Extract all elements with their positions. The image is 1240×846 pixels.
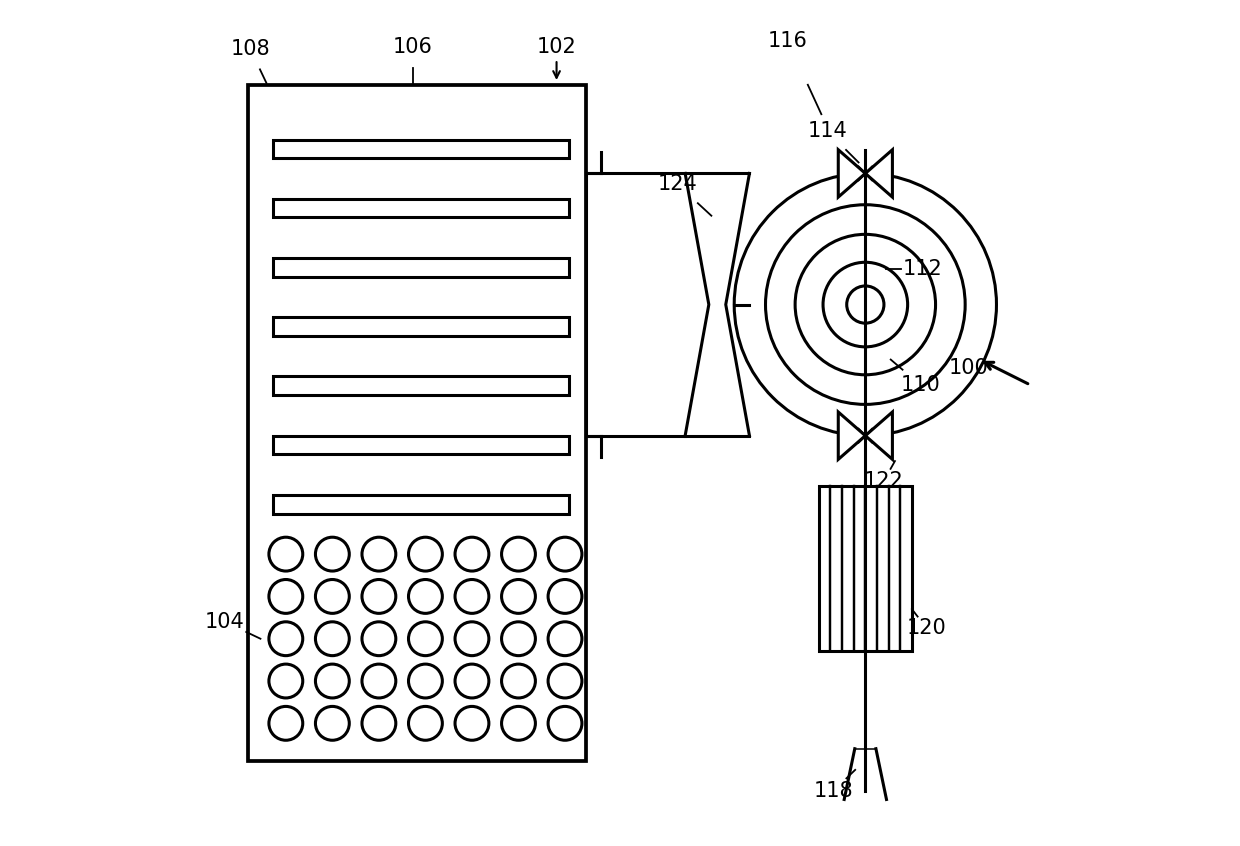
Text: 118: 118 xyxy=(813,781,853,801)
Polygon shape xyxy=(866,150,893,197)
Text: 120: 120 xyxy=(906,618,946,638)
Text: 122: 122 xyxy=(864,470,904,491)
Polygon shape xyxy=(838,412,866,459)
Bar xyxy=(273,140,569,158)
Polygon shape xyxy=(866,412,893,459)
Text: 104: 104 xyxy=(205,612,244,632)
Polygon shape xyxy=(838,150,866,197)
Bar xyxy=(273,436,569,454)
Text: 110: 110 xyxy=(900,375,940,395)
Bar xyxy=(273,317,569,336)
Text: 116: 116 xyxy=(768,30,807,51)
Bar xyxy=(273,376,569,395)
Bar xyxy=(273,199,569,217)
Text: 112: 112 xyxy=(903,259,942,279)
Text: 114: 114 xyxy=(807,121,847,141)
Text: 124: 124 xyxy=(657,174,697,195)
Bar xyxy=(273,495,569,514)
Bar xyxy=(248,85,587,761)
Text: 100: 100 xyxy=(949,358,988,378)
Bar xyxy=(273,258,569,277)
Text: 106: 106 xyxy=(393,36,433,57)
Text: 102: 102 xyxy=(537,36,577,57)
Text: 108: 108 xyxy=(231,39,270,59)
Bar xyxy=(818,486,911,651)
